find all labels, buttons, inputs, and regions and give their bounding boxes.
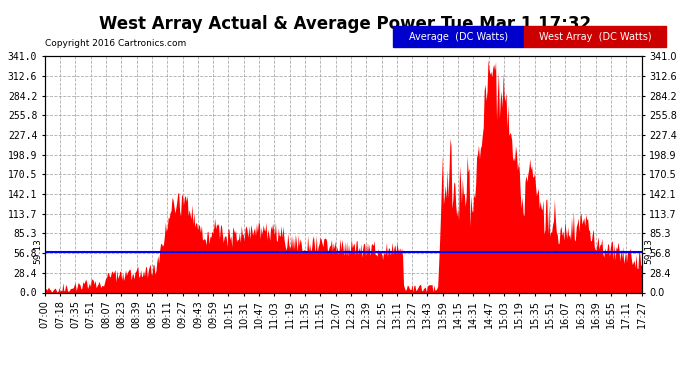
Text: 59.13: 59.13 <box>33 238 42 264</box>
Text: Average  (DC Watts): Average (DC Watts) <box>409 32 509 42</box>
Text: Copyright 2016 Cartronics.com: Copyright 2016 Cartronics.com <box>45 39 186 48</box>
Text: West Array Actual & Average Power Tue Mar 1 17:32: West Array Actual & Average Power Tue Ma… <box>99 15 591 33</box>
Text: 59.13: 59.13 <box>644 238 653 264</box>
Text: West Array  (DC Watts): West Array (DC Watts) <box>539 32 651 42</box>
